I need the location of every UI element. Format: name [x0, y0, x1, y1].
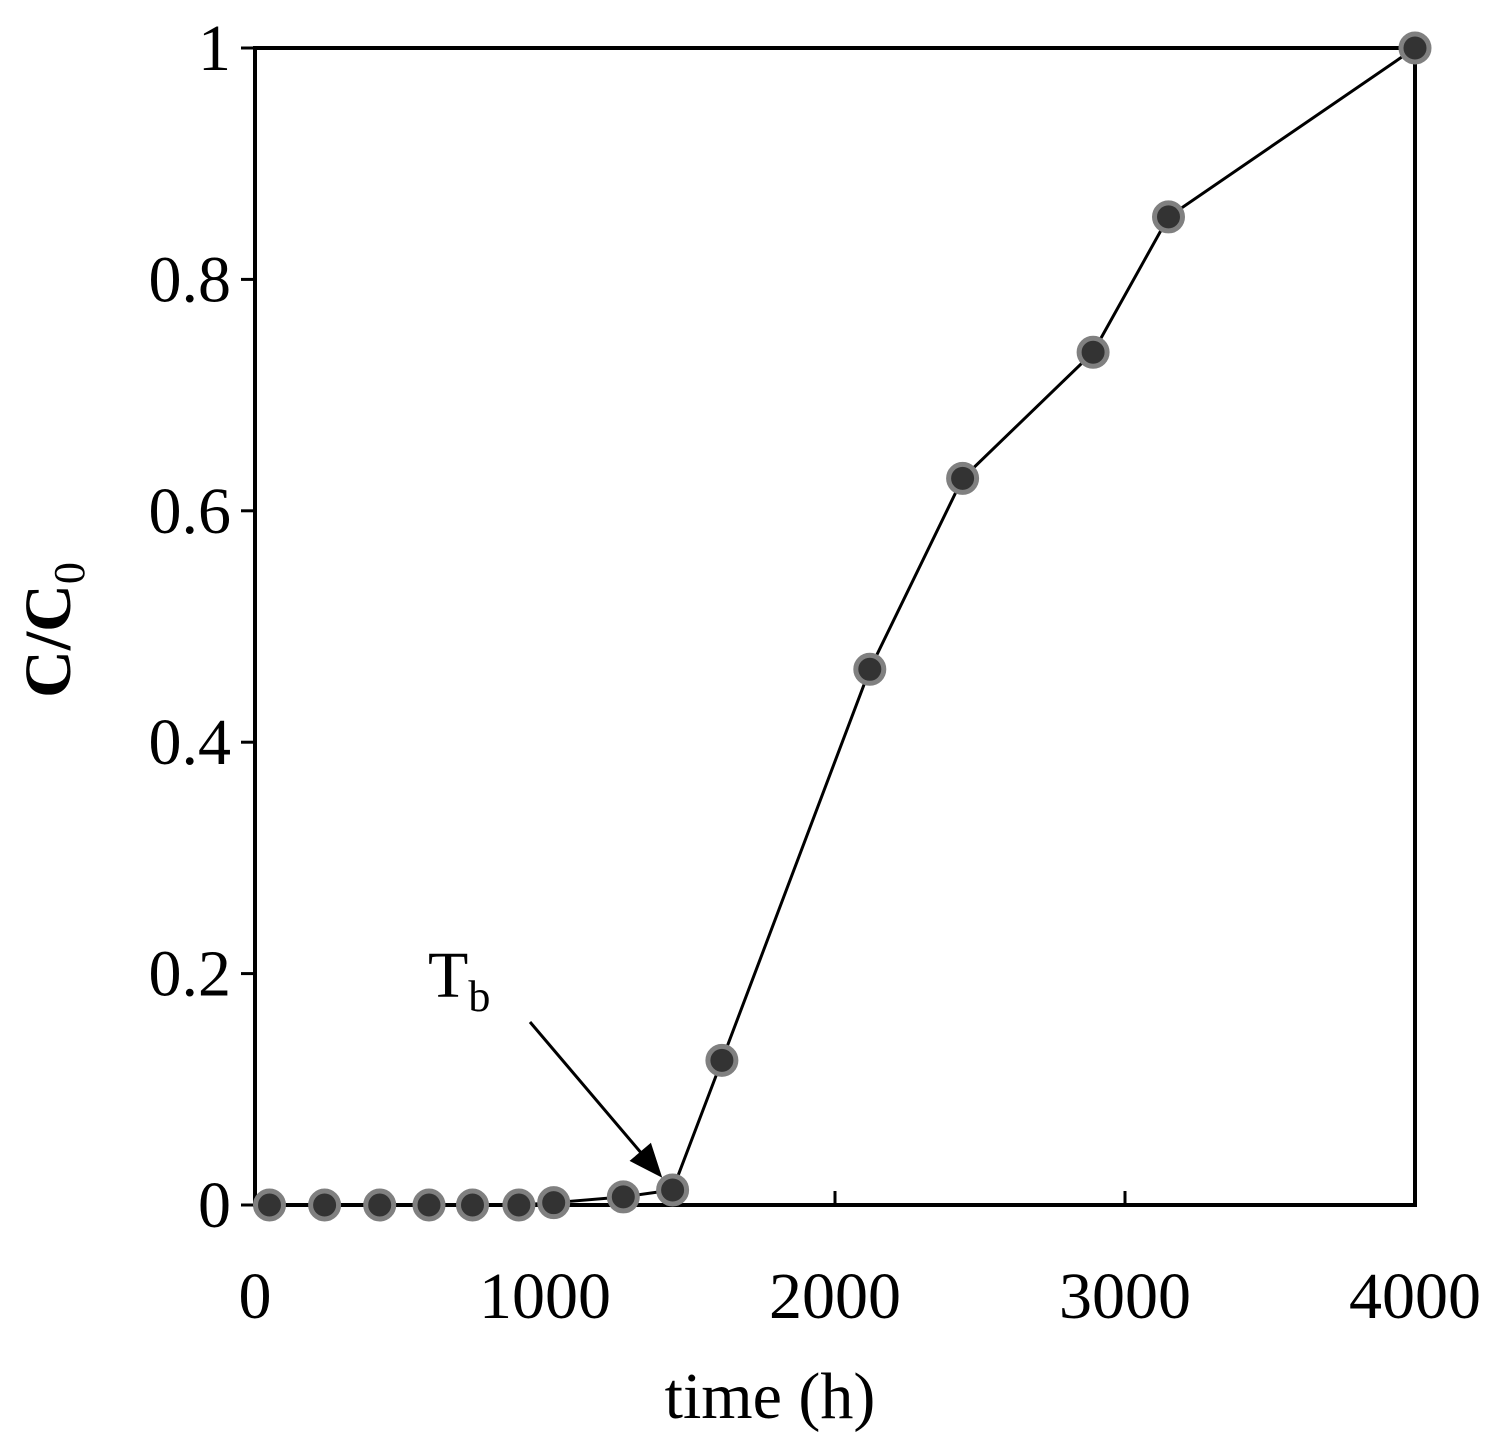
- annotation-arrow-shaft: [528, 1021, 644, 1156]
- x-axis-title: time (h): [665, 1360, 876, 1433]
- x-ticks: 0 1000 2000 3000 4000: [239, 1191, 1481, 1333]
- y-tick-label: 0.4: [149, 706, 232, 779]
- data-point: [606, 1180, 640, 1214]
- data-point: [1398, 31, 1432, 65]
- y-tick-label: 0.2: [149, 938, 232, 1011]
- series-line: [269, 46, 1416, 1207]
- data-point: [363, 1188, 397, 1222]
- data-point: [656, 1173, 690, 1207]
- data-point: [1076, 335, 1110, 369]
- y-ticks: 0 0.2 0.4 0.6 0.8 1: [149, 12, 255, 1242]
- data-point: [253, 1188, 286, 1222]
- annotation: Tb: [428, 939, 663, 1178]
- annotation-label: Tb: [428, 939, 490, 1021]
- data-point: [537, 1186, 571, 1220]
- y-tick-label: 0: [198, 1169, 231, 1242]
- data-point: [412, 1188, 446, 1222]
- y-tick-label: 0.6: [149, 475, 232, 548]
- y-tick-label: 0.8: [149, 243, 232, 316]
- data-point: [705, 1043, 739, 1077]
- data-point: [946, 461, 980, 495]
- x-tick-label: 2000: [769, 1260, 901, 1333]
- plot-frame: [253, 46, 1417, 1207]
- y-tick-label: 1: [198, 12, 231, 85]
- data-point: [853, 652, 887, 686]
- y-axis-title-subscript: 0: [45, 562, 94, 584]
- data-point: [502, 1188, 536, 1222]
- annotation-label-subscript: b: [468, 972, 490, 1021]
- x-tick-label: 1000: [479, 1260, 611, 1333]
- y-axis-title: C/C0: [12, 562, 94, 698]
- y-axis-title-main: C/C: [12, 584, 85, 698]
- x-tick-label: 0: [239, 1260, 272, 1333]
- series-layer: [253, 31, 1432, 1222]
- annotation-label-main: T: [428, 939, 468, 1012]
- data-point: [456, 1188, 489, 1222]
- data-point: [1152, 200, 1185, 234]
- data-point: [308, 1188, 342, 1222]
- x-tick-label: 3000: [1059, 1260, 1191, 1333]
- annotation-arrow-head: [629, 1142, 663, 1178]
- x-tick-label: 4000: [1349, 1260, 1481, 1333]
